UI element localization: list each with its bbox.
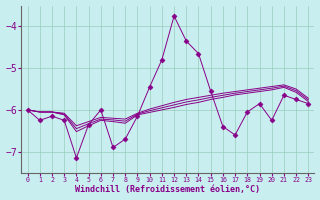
X-axis label: Windchill (Refroidissement éolien,°C): Windchill (Refroidissement éolien,°C) <box>76 185 260 194</box>
